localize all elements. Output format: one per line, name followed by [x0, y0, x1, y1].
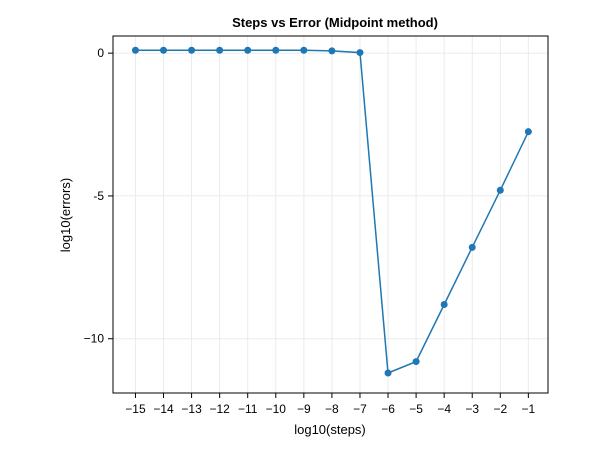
data-point	[188, 46, 196, 54]
chart-title: Steps vs Error (Midpoint method)	[232, 15, 438, 30]
x-tick-label: −15	[125, 402, 146, 416]
x-tick-label: −9	[297, 402, 311, 416]
data-point	[300, 46, 308, 54]
y-tick-label: -5	[93, 189, 104, 203]
x-tick-label: −4	[437, 402, 451, 416]
data-point	[384, 369, 392, 377]
x-tick-label: −10	[266, 402, 287, 416]
plot-frame	[112, 35, 549, 394]
x-tick-label: −8	[325, 402, 339, 416]
data-point	[216, 46, 224, 54]
x-tick-label: −1	[522, 402, 536, 416]
data-point	[496, 186, 504, 194]
data-point	[412, 358, 420, 366]
grid	[113, 36, 548, 393]
x-axis-label: log10(steps)	[294, 422, 366, 437]
x-tick-label: −14	[153, 402, 174, 416]
y-tick-label: −10	[84, 332, 105, 346]
x-tick-label: −11	[238, 402, 258, 416]
tick-layer: −15 −14 −13 −12 −11 −10 −9 −8 −7 −6 −5 −4 −3 −2 −10-5−…	[84, 46, 536, 416]
data-point	[244, 46, 252, 54]
x-tick-label: −7	[353, 402, 367, 416]
x-tick-label: −13	[181, 402, 202, 416]
data-point	[160, 46, 168, 54]
x-tick-label: −6	[381, 402, 395, 416]
y-tick-label: 0	[97, 46, 104, 60]
x-tick-label: −2	[493, 402, 507, 416]
series-layer	[131, 46, 532, 377]
x-tick-label: −12	[209, 402, 230, 416]
data-point	[468, 243, 476, 251]
data-point	[272, 46, 280, 54]
y-axis-label: log10(errors)	[58, 178, 73, 252]
data-point	[440, 300, 448, 308]
x-tick-label: −5	[409, 402, 423, 416]
data-point	[524, 128, 532, 136]
data-point	[356, 49, 364, 57]
data-point	[131, 46, 139, 54]
data-point	[328, 47, 336, 55]
x-tick-label: −3	[465, 402, 479, 416]
